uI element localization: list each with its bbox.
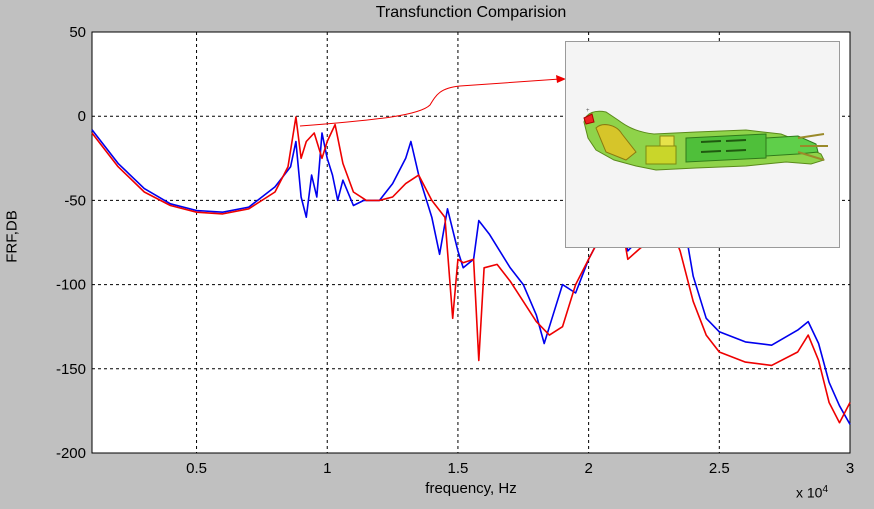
series-lines bbox=[91, 116, 851, 425]
annotation-arrow bbox=[299, 78, 561, 127]
x-axis-label: frequency, Hz bbox=[425, 480, 517, 497]
model-inset-image: + bbox=[565, 41, 840, 248]
multiplier-exponent: 4 bbox=[822, 484, 829, 495]
y-tick-label: 50 bbox=[69, 24, 86, 41]
x-tick-label: 2.5 bbox=[709, 460, 730, 477]
grid-lines bbox=[92, 32, 851, 453]
chart-title: Transfunction Comparision bbox=[375, 4, 567, 21]
y-tick-label: 0 bbox=[78, 108, 86, 125]
x-tick-labels: 0.5 1 1.5 2 2.5 3 bbox=[186, 460, 854, 477]
x-axis-multiplier: x 104 bbox=[796, 484, 828, 501]
x-tick-label: 0.5 bbox=[186, 460, 207, 477]
y-axis-label: FRF,DB bbox=[3, 210, 21, 263]
y-tick-label: -50 bbox=[64, 192, 86, 209]
y-tick-labels: 50 0 -50 -100 -150 -200 bbox=[56, 24, 86, 462]
multiplier-base: x 10 bbox=[796, 484, 823, 501]
x-tick-label: 1 bbox=[323, 460, 331, 477]
y-tick-label: -150 bbox=[56, 361, 86, 378]
annotation-arrowhead bbox=[556, 75, 566, 83]
series-line-red bbox=[91, 116, 851, 424]
y-tick-label: -200 bbox=[56, 445, 86, 462]
x-tick-label: 2 bbox=[584, 460, 592, 477]
svg-text:+: + bbox=[586, 108, 590, 114]
series-line-blue bbox=[91, 129, 851, 425]
x-tick-label: 1.5 bbox=[448, 460, 469, 477]
y-tick-label: -100 bbox=[56, 277, 86, 294]
x-tick-label: 3 bbox=[846, 460, 854, 477]
robotic-finger-model-icon: + bbox=[583, 108, 828, 171]
